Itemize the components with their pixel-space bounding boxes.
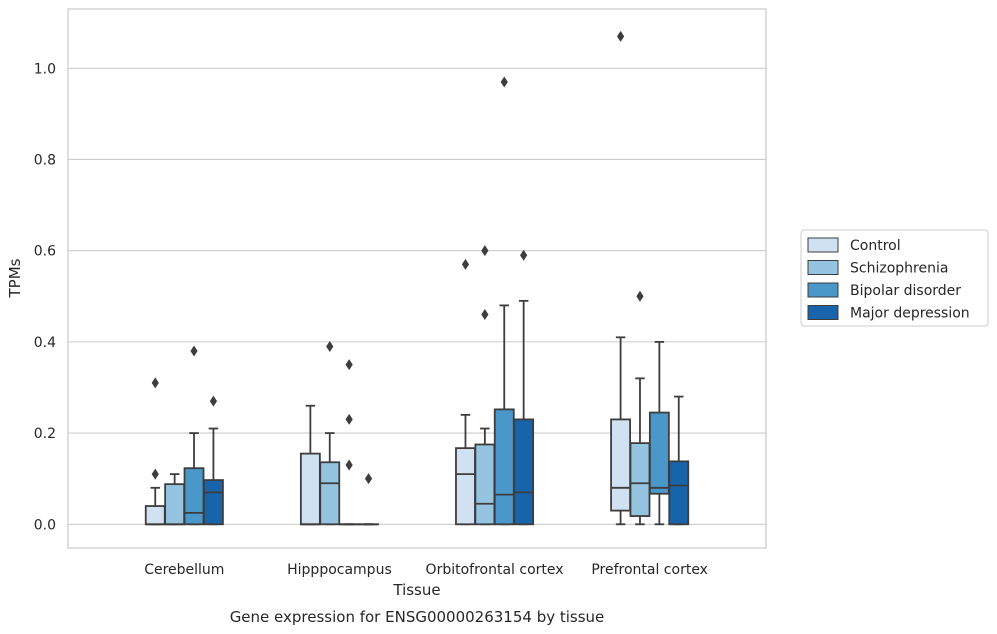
box-body [319, 461, 341, 526]
legend-label: Control [850, 238, 901, 254]
legend-swatch [807, 282, 839, 298]
y-tick-label: 0.0 [34, 517, 56, 533]
outlier-point [151, 468, 159, 480]
y-tick-label: 0.2 [34, 426, 56, 442]
box-1-0 [164, 473, 186, 526]
x-tick-labels: Cerebellum Hipppocampus Orbitofrontal cort… [144, 562, 708, 578]
box-body [493, 408, 515, 526]
outlier-point [500, 76, 508, 88]
box-0-3 [610, 30, 631, 526]
box-3-1 [358, 473, 379, 526]
outlier-point [461, 258, 470, 270]
legend-label: Major depression [850, 306, 970, 322]
box-2-2 [493, 76, 515, 526]
y-axis-label: TPMs [6, 258, 24, 298]
outlier-point [481, 309, 489, 321]
grid-lines [68, 67, 766, 525]
x-axis-label: Tissue [392, 581, 440, 599]
y-tick-label: 1.0 [34, 61, 56, 77]
box-body [455, 447, 476, 526]
box-2-1 [338, 359, 360, 526]
outlier-point [151, 377, 159, 389]
outlier-point [326, 340, 334, 352]
outlier-point [636, 290, 644, 302]
outlier-point [364, 473, 373, 485]
y-tick-labels: 0.0 0.2 0.4 0.6 0.8 1.0 [34, 61, 56, 533]
legend-swatch [807, 305, 839, 320]
outlier-point [345, 359, 353, 371]
box-body [610, 418, 631, 512]
box-body [164, 483, 186, 526]
box-body [474, 443, 496, 526]
x-tick-label: Hipppocampus [287, 562, 392, 578]
outlier-point [345, 413, 353, 425]
box-2-3 [648, 340, 670, 526]
box-body [629, 442, 651, 517]
box-1-3 [629, 290, 651, 526]
y-tick-label: 0.4 [34, 335, 56, 351]
outlier-point [616, 30, 625, 42]
legend-label: Schizophrenia [850, 261, 948, 277]
box-1-2 [474, 245, 496, 526]
legend-swatch [807, 237, 839, 253]
outlier-point [520, 249, 528, 261]
outlier-point [209, 395, 218, 407]
legend-frame [800, 229, 989, 327]
box-3-2 [513, 249, 535, 526]
box-body [183, 467, 205, 526]
legend-label: Bipolar disorder [850, 283, 961, 299]
y-tick-label: 0.8 [34, 152, 56, 168]
box-0-0 [144, 377, 166, 526]
legend-swatch [807, 260, 839, 275]
x-tick-label: Prefrontal cortex [591, 562, 708, 578]
box-body [299, 452, 321, 526]
legend: Control Schizophrenia Bipolar disorder Majo… [800, 229, 989, 327]
box-body [513, 418, 535, 526]
box-1-1 [319, 340, 341, 526]
plot-area-frame [67, 8, 767, 549]
box-body [668, 460, 690, 526]
outlier-point [345, 459, 353, 471]
x-tick-label: Cerebellum [144, 562, 224, 578]
box-body [648, 411, 670, 495]
box-3-3 [668, 395, 690, 526]
x-tick-label: Orbitofrontal cortex [426, 562, 564, 578]
boxes [144, 30, 690, 526]
box-0-2 [455, 258, 476, 526]
outlier-point [190, 345, 198, 357]
box-0-1 [299, 404, 321, 526]
outlier-point [481, 245, 489, 257]
box-body [144, 505, 166, 526]
y-tick-label: 0.6 [34, 244, 56, 260]
box-2-0 [183, 345, 205, 526]
chart-caption: Gene expression for ENSG00000263154 by t… [230, 608, 605, 626]
box-body [203, 479, 224, 526]
box-3-0 [203, 395, 224, 526]
